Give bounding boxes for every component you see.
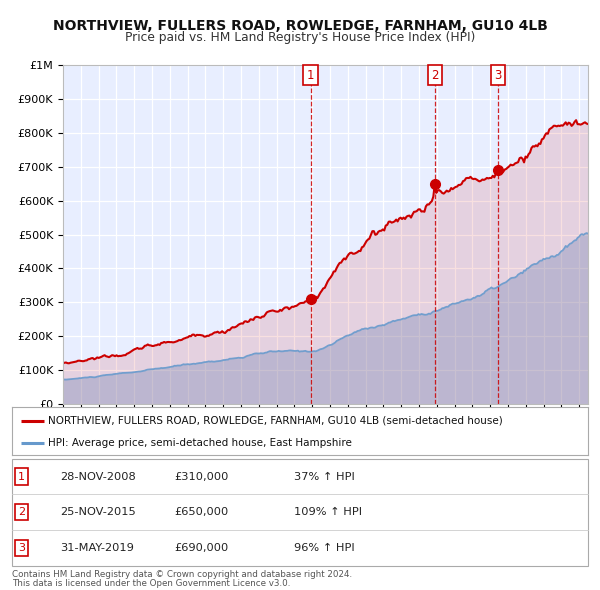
Text: NORTHVIEW, FULLERS ROAD, ROWLEDGE, FARNHAM, GU10 4LB: NORTHVIEW, FULLERS ROAD, ROWLEDGE, FARNH… (53, 19, 547, 33)
Text: 109% ↑ HPI: 109% ↑ HPI (294, 507, 362, 517)
Text: 28-NOV-2008: 28-NOV-2008 (60, 472, 136, 481)
Text: HPI: Average price, semi-detached house, East Hampshire: HPI: Average price, semi-detached house,… (48, 438, 352, 448)
Text: Contains HM Land Registry data © Crown copyright and database right 2024.: Contains HM Land Registry data © Crown c… (12, 570, 352, 579)
Text: 96% ↑ HPI: 96% ↑ HPI (294, 543, 355, 553)
Text: 2: 2 (18, 507, 25, 517)
Text: 31-MAY-2019: 31-MAY-2019 (60, 543, 134, 553)
Text: 1: 1 (18, 472, 25, 481)
Text: 1: 1 (307, 68, 314, 81)
Text: NORTHVIEW, FULLERS ROAD, ROWLEDGE, FARNHAM, GU10 4LB (semi-detached house): NORTHVIEW, FULLERS ROAD, ROWLEDGE, FARNH… (48, 415, 503, 425)
Text: £690,000: £690,000 (174, 543, 228, 553)
Text: 3: 3 (18, 543, 25, 553)
Text: This data is licensed under the Open Government Licence v3.0.: This data is licensed under the Open Gov… (12, 579, 290, 588)
Text: £310,000: £310,000 (174, 472, 229, 481)
Text: 37% ↑ HPI: 37% ↑ HPI (294, 472, 355, 481)
Text: 2: 2 (431, 68, 439, 81)
Text: 25-NOV-2015: 25-NOV-2015 (60, 507, 136, 517)
Text: Price paid vs. HM Land Registry's House Price Index (HPI): Price paid vs. HM Land Registry's House … (125, 31, 475, 44)
Text: 3: 3 (494, 68, 501, 81)
Text: £650,000: £650,000 (174, 507, 228, 517)
